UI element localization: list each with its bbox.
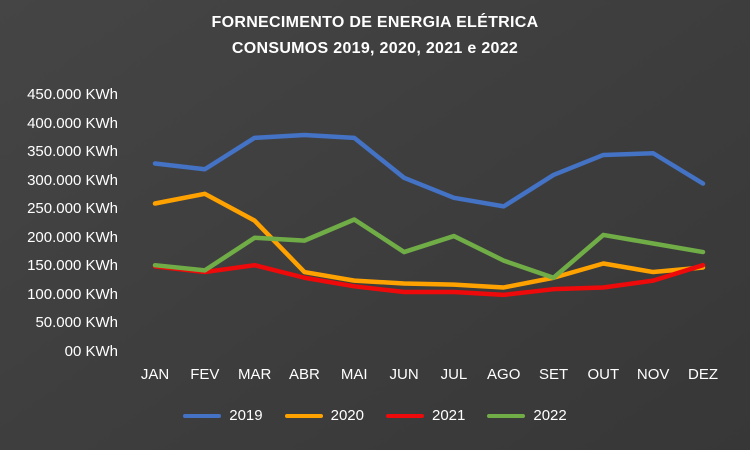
x-tick-label: JUN bbox=[389, 366, 419, 383]
legend-label: 2020 bbox=[330, 407, 364, 424]
legend-line-swatch bbox=[386, 413, 424, 418]
y-tick-label: 400.000 KWh bbox=[27, 114, 118, 132]
legend-item-2021: 2021 bbox=[386, 407, 465, 424]
series-line-2020 bbox=[152, 191, 706, 290]
y-tick-label: 50.000 KWh bbox=[35, 314, 118, 332]
y-tick-label: 350.000 KWh bbox=[27, 143, 118, 161]
y-tick-label: 00 KWh bbox=[64, 343, 118, 360]
x-tick-label: DEZ bbox=[688, 366, 718, 383]
x-tick-label: AGO bbox=[487, 366, 521, 383]
chart-title-line1: FORNECIMENTO DE ENERGIA ELÉTRICA bbox=[211, 14, 539, 31]
y-tick-label: 250.000 KWh bbox=[27, 200, 118, 218]
x-tick-label: ABR bbox=[289, 366, 320, 383]
x-tick-label: FEV bbox=[190, 366, 220, 383]
y-tick-label: 450.000 KWh bbox=[27, 86, 118, 103]
legend-line-swatch bbox=[487, 413, 526, 418]
y-tick-label: 150.000 KWh bbox=[27, 257, 118, 275]
legend-item-2020: 2020 bbox=[284, 407, 364, 424]
x-tick-label: NOV bbox=[636, 366, 670, 383]
legend-label: 2021 bbox=[432, 407, 466, 424]
x-tick-label: OUT bbox=[587, 366, 620, 383]
series-line-2019 bbox=[152, 132, 706, 209]
legend-item-2019: 2019 bbox=[183, 407, 263, 424]
chart-title: FORNECIMENTO DE ENERGIA ELÉTRICA CONSUMO… bbox=[0, 10, 750, 62]
x-tick-label: MAR bbox=[237, 366, 272, 383]
x-tick-label: MAI bbox=[340, 366, 368, 383]
y-tick-label: 100.000 KWh bbox=[27, 285, 118, 303]
y-tick-label: 200.000 KWh bbox=[27, 228, 118, 246]
y-tick-label: 300.000 KWh bbox=[27, 171, 118, 189]
legend-line-swatch bbox=[183, 413, 222, 418]
series-line-2021 bbox=[152, 262, 706, 298]
x-tick-label: JUL bbox=[440, 366, 468, 383]
x-tick-label: SET bbox=[538, 366, 569, 383]
legend-item-2022: 2022 bbox=[487, 407, 567, 424]
x-tick-label: JAN bbox=[140, 366, 170, 383]
chart-title-line2: CONSUMOS 2019, 2020, 2021 e 2022 bbox=[231, 40, 519, 57]
legend: 2019 2020 2021 2022 bbox=[0, 407, 750, 424]
legend-line-swatch bbox=[284, 413, 323, 418]
series-line-2022 bbox=[152, 217, 706, 281]
legend-label: 2022 bbox=[533, 407, 567, 424]
legend-label: 2019 bbox=[229, 407, 263, 424]
